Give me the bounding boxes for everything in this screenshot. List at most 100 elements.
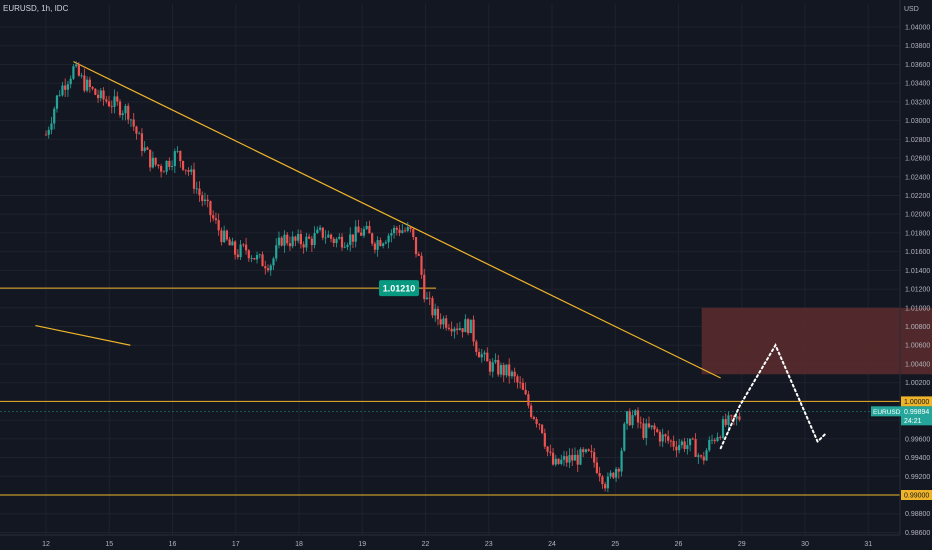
candle-body bbox=[713, 439, 716, 442]
candle-body bbox=[168, 160, 171, 167]
candle-body bbox=[277, 237, 281, 246]
candle-body bbox=[234, 241, 237, 255]
candle-body bbox=[456, 328, 459, 330]
candle-body bbox=[505, 364, 508, 376]
candle-body bbox=[346, 244, 349, 247]
candle-body bbox=[121, 113, 124, 116]
candle-body bbox=[110, 106, 113, 108]
candle-body bbox=[535, 419, 538, 424]
candle-body bbox=[414, 237, 418, 255]
candle-body bbox=[699, 455, 703, 457]
candle-body bbox=[360, 232, 363, 236]
candle-body bbox=[310, 238, 313, 246]
candle-body bbox=[91, 87, 94, 89]
candle-body bbox=[721, 419, 725, 438]
candle-body bbox=[107, 101, 111, 107]
price-tick-label: 1.00200 bbox=[905, 380, 930, 387]
low-axis-tag bbox=[901, 490, 932, 500]
time-tick-label: 23 bbox=[485, 541, 493, 548]
candle-body bbox=[420, 255, 423, 275]
candle-body bbox=[129, 119, 133, 121]
candle-body bbox=[83, 75, 86, 91]
candle-body bbox=[395, 227, 398, 230]
candle-body bbox=[371, 233, 374, 244]
symbol-title: EURUSD, 1h, IDC bbox=[3, 4, 69, 13]
time-axis[interactable]: 12 15 16 17 18 19 22 23 24 25 26 29 30 31 bbox=[42, 541, 872, 548]
candle-body bbox=[162, 171, 165, 173]
candle-body bbox=[412, 228, 415, 238]
candle-body bbox=[445, 318, 448, 328]
candle-body bbox=[368, 225, 371, 234]
candle-body bbox=[675, 446, 678, 451]
candle-body bbox=[266, 268, 270, 271]
candle-body bbox=[195, 188, 198, 190]
candle-body bbox=[680, 441, 683, 446]
candle-body bbox=[631, 415, 634, 426]
candle-body bbox=[212, 215, 215, 219]
candle-body bbox=[354, 226, 357, 242]
candle-body bbox=[154, 157, 157, 165]
candle-body bbox=[340, 236, 344, 248]
level-axis-text: 1.00000 bbox=[904, 399, 929, 406]
candle-body bbox=[244, 244, 248, 251]
candle-body bbox=[140, 133, 144, 151]
candle-body bbox=[683, 441, 686, 450]
candle-body bbox=[538, 423, 541, 425]
candle-body bbox=[472, 319, 475, 342]
time-tick-label: 31 bbox=[864, 541, 872, 548]
candle-body bbox=[497, 360, 500, 375]
candle-body bbox=[403, 230, 407, 232]
candle-body bbox=[656, 429, 659, 432]
candle-body bbox=[318, 227, 322, 230]
candle-body bbox=[579, 449, 582, 465]
candle-body bbox=[151, 157, 154, 168]
candle-body bbox=[653, 425, 656, 430]
candle-body bbox=[132, 119, 135, 127]
candle-body bbox=[72, 66, 75, 79]
price-tick-label: 1.01400 bbox=[905, 268, 930, 275]
candle-body bbox=[66, 84, 70, 90]
candle-body bbox=[382, 243, 385, 246]
candle-body bbox=[519, 382, 522, 384]
candle-body bbox=[269, 265, 272, 271]
current-price-tag bbox=[901, 406, 932, 426]
candle-body bbox=[187, 170, 190, 172]
candle-body bbox=[620, 450, 623, 472]
price-tick-label: 1.03400 bbox=[905, 81, 930, 88]
candle-body bbox=[436, 308, 440, 320]
candle-body bbox=[236, 254, 239, 258]
candle-body bbox=[398, 229, 401, 233]
price-tick-label: 1.01800 bbox=[905, 230, 930, 237]
price-labels: 1.01210 1.00000 0.99000 EURUSD 0.99894 24:21 bbox=[379, 280, 932, 500]
candle-body bbox=[554, 458, 557, 465]
time-tick-label: 26 bbox=[675, 541, 683, 548]
candle-body bbox=[447, 327, 451, 329]
candle-body bbox=[231, 241, 234, 246]
candle-body bbox=[595, 462, 599, 474]
candle-body bbox=[283, 234, 286, 246]
candle-body bbox=[667, 436, 670, 441]
price-tick-label: 1.03800 bbox=[905, 43, 930, 50]
candle-body bbox=[173, 151, 176, 167]
candle-body bbox=[376, 240, 379, 250]
candle-body bbox=[225, 230, 228, 240]
candle-body bbox=[286, 234, 289, 244]
price-tick-label: 1.01200 bbox=[905, 287, 930, 294]
candle-body bbox=[349, 234, 352, 245]
candle-body bbox=[362, 229, 366, 236]
candle-body bbox=[549, 451, 552, 453]
price-tick-label: 1.01600 bbox=[905, 249, 930, 256]
candle-body bbox=[373, 243, 376, 250]
candle-body bbox=[571, 455, 574, 461]
candle-body bbox=[625, 411, 629, 424]
candle-body bbox=[329, 234, 333, 239]
candle-body bbox=[609, 472, 612, 477]
candle-body bbox=[47, 129, 50, 135]
candle-body bbox=[488, 361, 492, 372]
price-tick-label: 0.98600 bbox=[905, 530, 930, 537]
candle-body bbox=[642, 423, 645, 438]
candle-body bbox=[228, 239, 231, 246]
projection-path bbox=[719, 343, 828, 450]
candle-body bbox=[143, 147, 146, 151]
